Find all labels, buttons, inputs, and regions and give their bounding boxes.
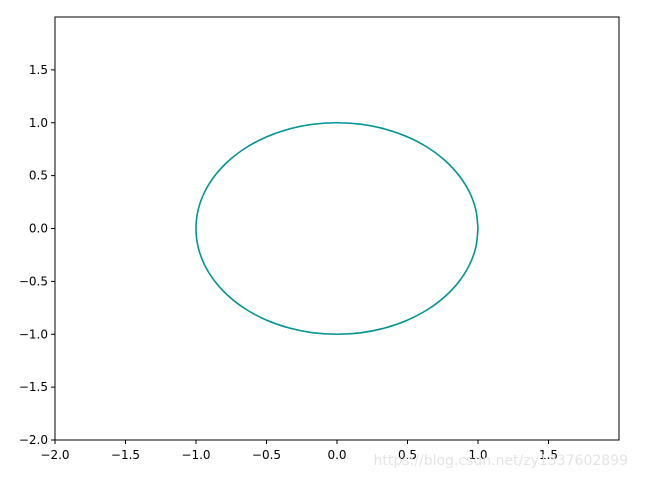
- watermark: https://blog.csdn.net/zy1337602899: [374, 453, 628, 469]
- y-tick-label: −1.5: [19, 380, 48, 394]
- y-tick-label: 1.0: [29, 116, 48, 130]
- y-tick-label: 0.5: [29, 169, 48, 183]
- x-tick-label: −1.5: [111, 448, 140, 462]
- x-tick-label: −1.0: [181, 448, 210, 462]
- line: [195, 121, 479, 336]
- y-tick-label: 0.0: [29, 222, 48, 236]
- x-tick-label: 1.5: [539, 448, 558, 462]
- y-tick-label: 1.5: [29, 63, 48, 77]
- x-tick-label: −2.0: [40, 448, 69, 462]
- x-tick-label: 0.0: [327, 448, 346, 462]
- x-tick-label: −0.5: [252, 448, 281, 462]
- y-tick-label: −2.0: [19, 433, 48, 447]
- x-tick-label: 0.5: [398, 448, 417, 462]
- x-tick-label: 1.0: [468, 448, 487, 462]
- plot-frame: [54, 16, 620, 441]
- y-tick-label: −0.5: [19, 274, 48, 288]
- y-tick-label: −1.0: [19, 327, 48, 341]
